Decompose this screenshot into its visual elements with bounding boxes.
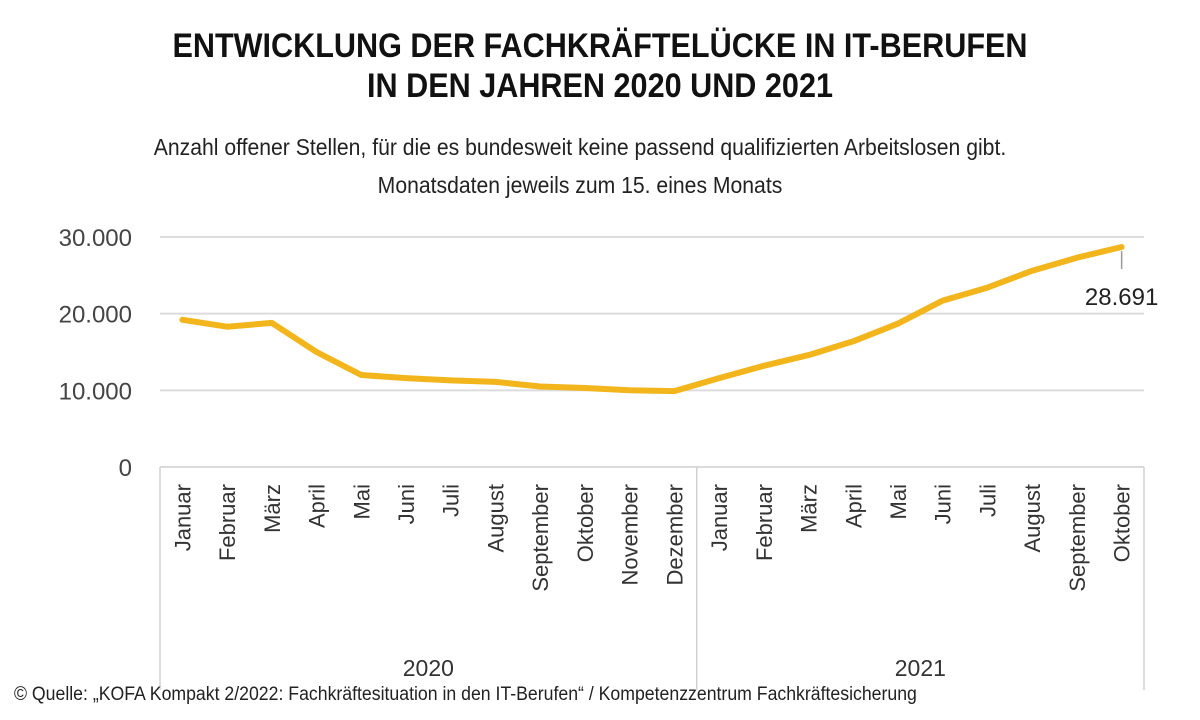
x-tick-label: Februar [215,484,240,561]
y-axis-tick-labels: 0 10.000 20.000 30.000 [59,225,132,482]
x-tick-label: Juni [394,484,419,524]
x-tick-label: Juli [439,484,464,517]
x-tick-label: April [305,484,330,528]
x-tick-label: Juli [975,484,1000,517]
gridlines [160,236,1144,392]
data-series [179,244,1125,395]
x-tick-label: Januar [707,484,732,551]
y-tick-label: 20.000 [59,302,132,329]
x-tick-label: August [1020,484,1045,553]
x-tick-label: Mai [886,484,911,519]
x-tick-label: Oktober [573,484,598,562]
chart-title-line-1: ENTWICKLUNG DER FACHKRÄFTELÜCKE IN IT-BE… [172,27,1028,65]
chart-subtitle: Anzahl offener Stellen, für die es bunde… [46,128,1113,204]
source-note: © Quelle: „KOFA Kompakt 2/2022: Fachkräf… [14,684,917,705]
data-annotations: 28.691 [1085,251,1158,311]
chart-title-line-2: IN DEN JAHREN 2020 UND 2021 [366,67,833,105]
x-tick-label: März [260,484,285,533]
year-group-label: 2021 [895,655,946,681]
x-tick-label: Juni [931,484,956,524]
y-tick-label: 30.000 [59,225,132,252]
x-tick-label: Februar [752,484,777,561]
x-tick-label: September [1065,484,1090,592]
x-tick-label: August [483,484,508,552]
y-tick-label: 10.000 [59,378,132,405]
chart-title: ENTWICKLUNG DER FACHKRÄFTELÜCKE IN IT-BE… [60,26,1140,106]
x-tick-label: April [841,484,866,528]
y-tick-label: 0 [119,455,132,482]
x-tick-label: März [797,484,822,533]
series-line [179,244,1125,395]
x-tick-label: Januar [170,484,195,551]
chart-subtitle-line-1: Anzahl offener Stellen, für die es bunde… [153,134,1007,160]
x-tick-label: November [618,484,643,585]
x-tick-label: Dezember [662,484,687,585]
x-axis-year-groups: 2020 2021 [403,655,946,681]
x-axis [159,466,1145,690]
x-axis-tick-labels: Januar Februar März April Mai Juni Juli August S… [170,484,1134,592]
x-tick-label: Oktober [1110,484,1135,562]
x-tick-label: September [528,484,553,592]
chart-subtitle-line-2: Monatsdaten jeweils zum 15. eines Monats [377,172,783,198]
year-group-label: 2020 [403,655,454,681]
x-tick-label: Mai [349,484,374,519]
data-label: 28.691 [1085,284,1158,311]
